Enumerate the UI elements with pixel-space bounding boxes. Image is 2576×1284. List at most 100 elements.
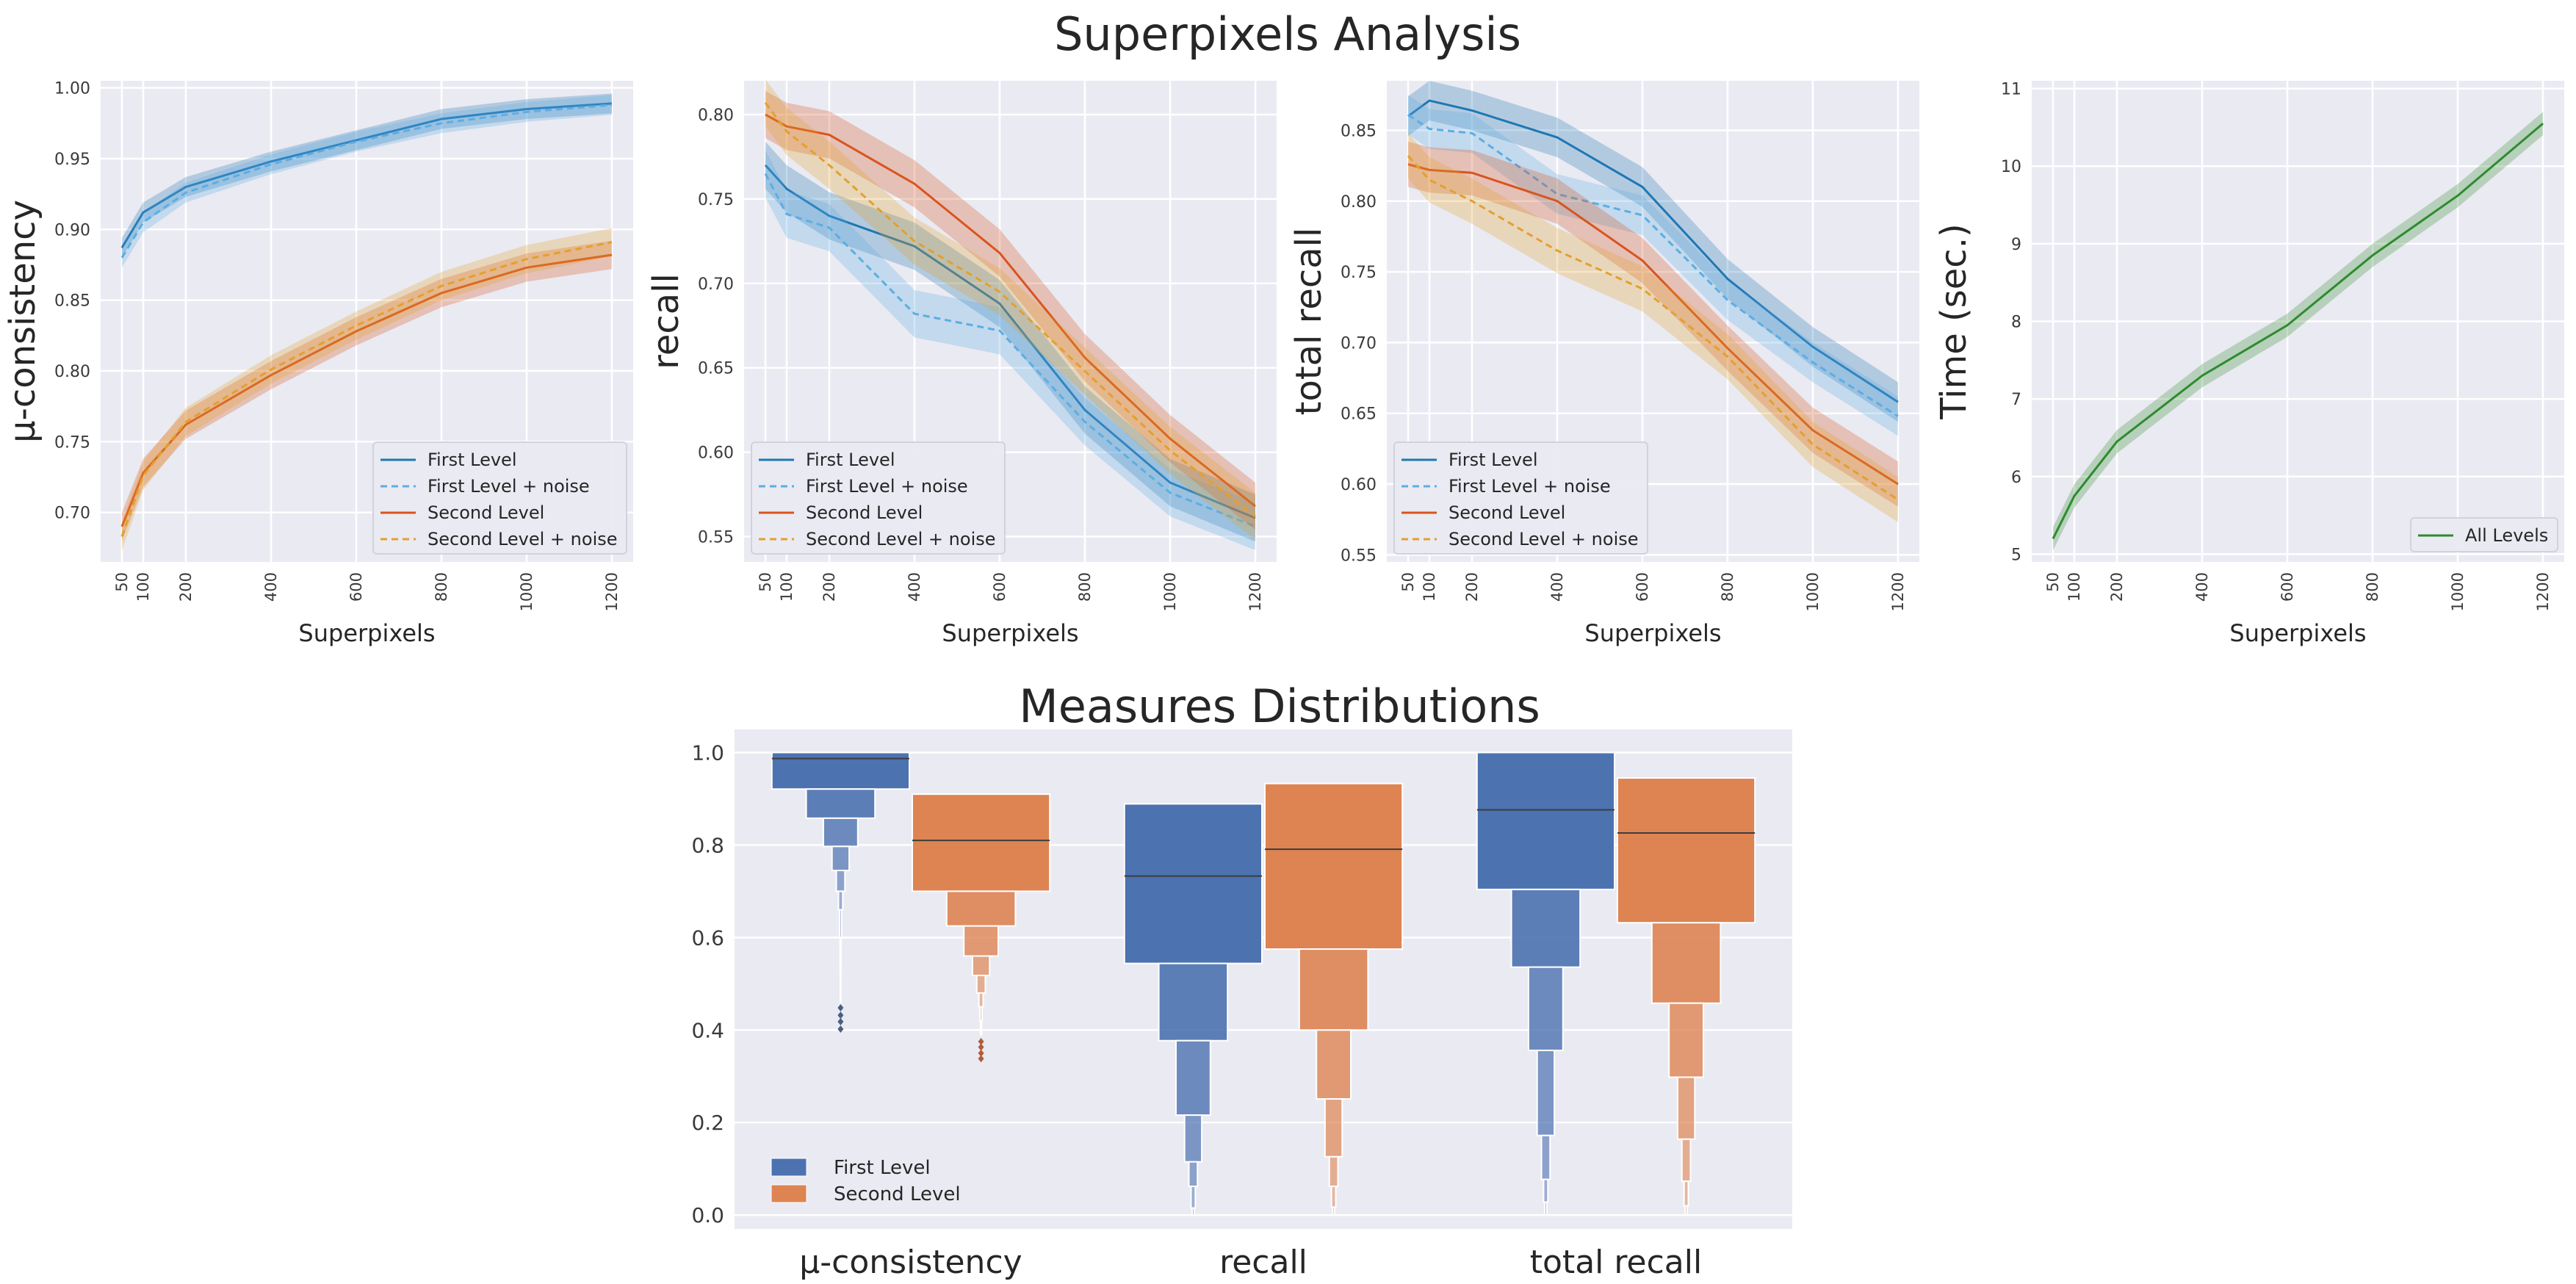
y-tick-label: 1.00 [54, 80, 90, 98]
x-tick-label: 1000 [1161, 572, 1179, 611]
outlier-marker [978, 1049, 984, 1057]
category-label: recall [1219, 1244, 1307, 1281]
series-line [120, 104, 613, 259]
boxen-box [945, 890, 1017, 927]
y-tick-label: 0.8 [691, 833, 724, 857]
x-tick-label: 600 [991, 572, 1009, 602]
boxen-box [1330, 1186, 1337, 1208]
y-tick-label: 0.80 [698, 107, 734, 125]
series-line [120, 102, 613, 249]
x-tick-label: 400 [262, 572, 280, 602]
boxen-box [1316, 1029, 1352, 1100]
boxen-box [1510, 888, 1581, 968]
boxen-box [1123, 803, 1263, 964]
y-tick-label: 0.85 [54, 292, 90, 311]
boxen-box [1158, 962, 1229, 1042]
x-tick-label: 50 [757, 572, 774, 592]
y-axis-label: recall [646, 273, 687, 369]
y-axis-label: μ-consistency [2, 200, 43, 443]
boxen-box [1264, 782, 1404, 951]
legend-label: First Level [834, 1157, 931, 1179]
x-tick-label: 1200 [2534, 572, 2552, 611]
outlier-marker [978, 1038, 984, 1045]
series-line [764, 164, 1256, 519]
legend-label: Second Level + noise [806, 529, 996, 549]
y-tick-label: 0.85 [1341, 122, 1377, 140]
boxen-box [1332, 1206, 1336, 1216]
outlier-marker [837, 1017, 844, 1025]
confidence-band [765, 79, 1255, 541]
series-line [764, 173, 1256, 528]
y-tick-label: 10 [2001, 158, 2021, 176]
boxen-box [1328, 1155, 1339, 1188]
outlier-marker [837, 1025, 844, 1033]
superpixels-analysis-title: Superpixels Analysis [1054, 7, 1521, 61]
category-label: total recall [1530, 1244, 1702, 1281]
boxen-box [1190, 1186, 1197, 1209]
series-line [120, 253, 613, 527]
boxen-box [837, 890, 844, 911]
distributions-panel: 0.0 0.2 0.4 0.6 0.8 1.0 μ-consistency recall tot… [691, 729, 1792, 1281]
y-tick-label: 7 [2011, 391, 2021, 409]
x-tick-label: 200 [177, 572, 195, 602]
legend-label: Second Level [427, 502, 544, 523]
time-panel: 5 6 7 8 9 10 11 50 100 200 400 600 800 1000 1200 All Le… [1933, 81, 2564, 647]
boxen-box [979, 1006, 984, 1022]
legend-swatch [771, 1158, 807, 1177]
series-line [2052, 122, 2544, 539]
y-axis-label: Time (sec.) [1933, 223, 1974, 419]
x-tick-label: 800 [1076, 572, 1094, 602]
y-tick-label: 0.75 [698, 191, 734, 209]
series-line [1407, 155, 1899, 501]
boxen-box [1175, 1039, 1211, 1117]
series-line [1407, 163, 1899, 486]
boxen-box [963, 925, 999, 957]
y-tick-label: 0.80 [54, 363, 90, 381]
legend-label: First Level [427, 450, 517, 470]
series-line [1407, 113, 1899, 417]
y-tick-label: 0.0 [691, 1203, 724, 1227]
y-tick-label: 0.70 [698, 275, 734, 294]
boxen-box [1476, 751, 1616, 890]
boxen-box [1683, 1180, 1689, 1207]
boxen-box [912, 793, 1051, 892]
x-tick-label: 100 [778, 572, 795, 602]
legend-label: Second Level [806, 502, 923, 523]
x-axis-label: Superpixels [942, 619, 1078, 647]
series-line [764, 101, 1256, 518]
y-tick-label: 0.55 [698, 529, 734, 547]
boxen-box [1528, 966, 1564, 1051]
x-tick-label: 800 [2364, 572, 2381, 602]
x-tick-label: 1200 [1246, 572, 1264, 611]
plot-background [735, 729, 1792, 1229]
y-tick-label: 0.75 [1341, 264, 1377, 282]
boxen-box [1681, 1138, 1692, 1183]
boxen-box [1543, 1178, 1549, 1203]
boxen-box [823, 817, 859, 848]
boxen-box [835, 870, 846, 892]
boxen-box [1617, 777, 1756, 924]
x-tick-label: 50 [1399, 572, 1417, 592]
boxen-box [971, 955, 991, 976]
y-tick-label: 0.2 [691, 1111, 724, 1135]
confidence-band [1408, 141, 1898, 507]
y-tick-label: 0.4 [691, 1018, 724, 1042]
y-tick-label: 0.65 [698, 360, 734, 378]
x-tick-label: 50 [113, 572, 131, 592]
boxen-box [838, 909, 843, 939]
legend-label: Second Level + noise [427, 529, 618, 549]
outlier-marker [837, 1011, 844, 1020]
series-line [120, 241, 613, 537]
confidence-band [1408, 133, 1898, 523]
legend-label: Second Level [834, 1183, 961, 1205]
boxen-box [805, 788, 876, 819]
boxen-box [1188, 1161, 1199, 1188]
legend-label: First Level + noise [806, 476, 968, 497]
confidence-band [122, 240, 612, 541]
legend-label: First Level [806, 450, 895, 470]
y-tick-label: 0.60 [1341, 476, 1377, 494]
x-tick-label: 800 [433, 572, 450, 602]
boxen-box [1324, 1098, 1343, 1158]
legend-box [751, 441, 1006, 555]
